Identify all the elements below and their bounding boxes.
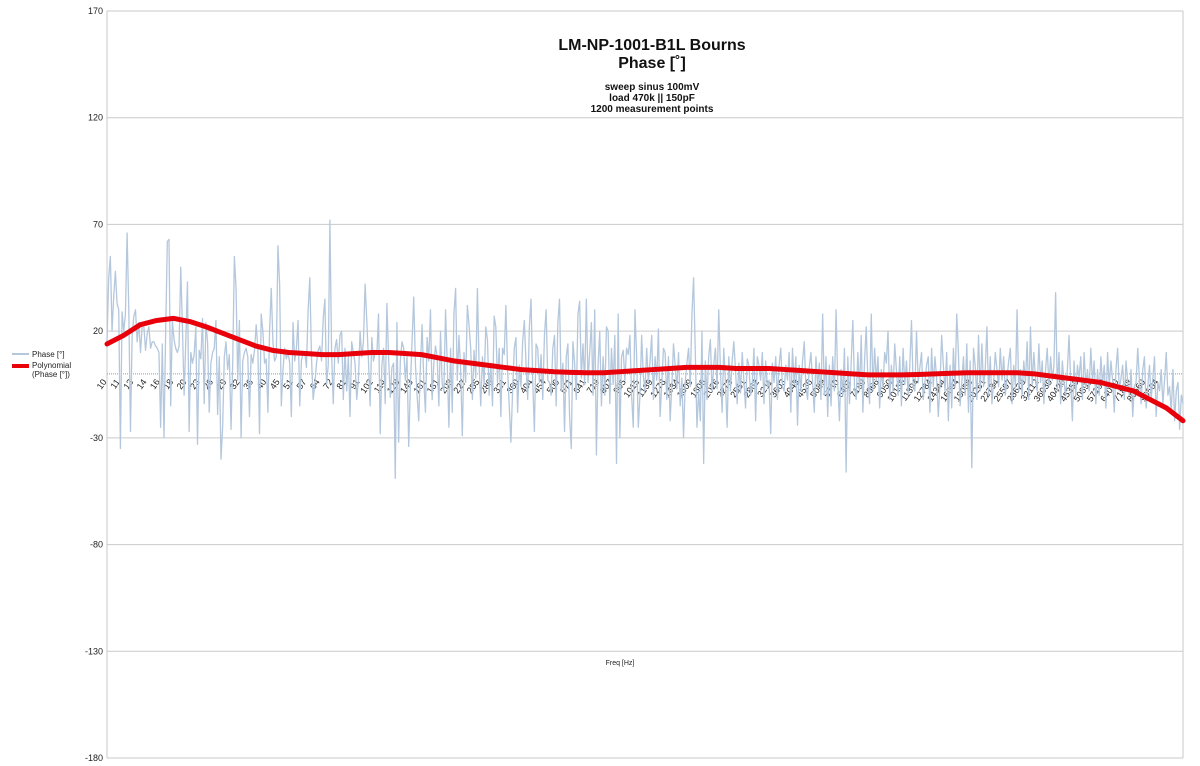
x-tick-label: 16 (148, 377, 162, 391)
x-tick-label: 20 (175, 377, 189, 391)
y-tick-label: 20 (93, 326, 103, 336)
series-layer (104, 219, 1186, 480)
x-axis-label: Freq [Hz] (606, 660, 635, 667)
y-tick-label: -130 (85, 646, 103, 656)
x-tick-label: 45 (268, 377, 282, 391)
y-tick-label: -180 (85, 753, 103, 763)
x-tick-label: 32 (228, 377, 242, 391)
chart-title-line-2: Phase [˚] (618, 55, 686, 72)
chart-subtitle-line-3: 1200 measurement points (591, 104, 714, 115)
legend-label-polynomial-line-2: (Phase [°]) (32, 370, 70, 379)
x-tick-label: 10 (95, 377, 109, 391)
x-tick-label: 57 (294, 377, 308, 391)
chart-title-line-1: LM-NP-1001-B1L Bourns (558, 37, 745, 54)
y-tick-labels: 170 120 70 20 -30 -80 -130 -180 (85, 6, 103, 763)
x-tick-label: 81 (334, 377, 348, 391)
legend-label-polynomial-line-1: Polynomial (32, 361, 71, 370)
x-tick-labels: 10 11 13 14 16 18 20 23 26 29 32 36 40 45 51 57 64 72 81 91… (95, 377, 1161, 403)
chart-subtitle-line-2: load 470k || 150pF (609, 93, 695, 104)
series-line-polynomial (104, 315, 1186, 424)
y-tick-label: 120 (88, 113, 103, 123)
gridlines (106, 10, 1184, 759)
x-tick-label: 102 (358, 377, 375, 395)
x-tick-label: 51 (281, 377, 295, 391)
legend-label-phase: Phase [°] (32, 350, 65, 359)
chart-subtitle-line-1: sweep sinus 100mV (605, 82, 700, 93)
x-tick-label: 13 (121, 377, 135, 391)
x-tick-label: 143 (398, 377, 415, 395)
legend: Phase [°] Polynomial (Phase [°]) (12, 350, 71, 379)
x-tick-label: 641 (571, 377, 588, 395)
y-tick-label: -80 (90, 540, 103, 550)
x-tick-label: 509 (545, 377, 562, 395)
x-tick-label: 14 (135, 377, 149, 391)
x-tick-label: 72 (321, 377, 335, 391)
y-tick-label: -30 (90, 433, 103, 443)
y-tick-label: 70 (93, 219, 103, 229)
series-line-phase (106, 219, 1184, 480)
y-tick-label: 170 (88, 6, 103, 16)
